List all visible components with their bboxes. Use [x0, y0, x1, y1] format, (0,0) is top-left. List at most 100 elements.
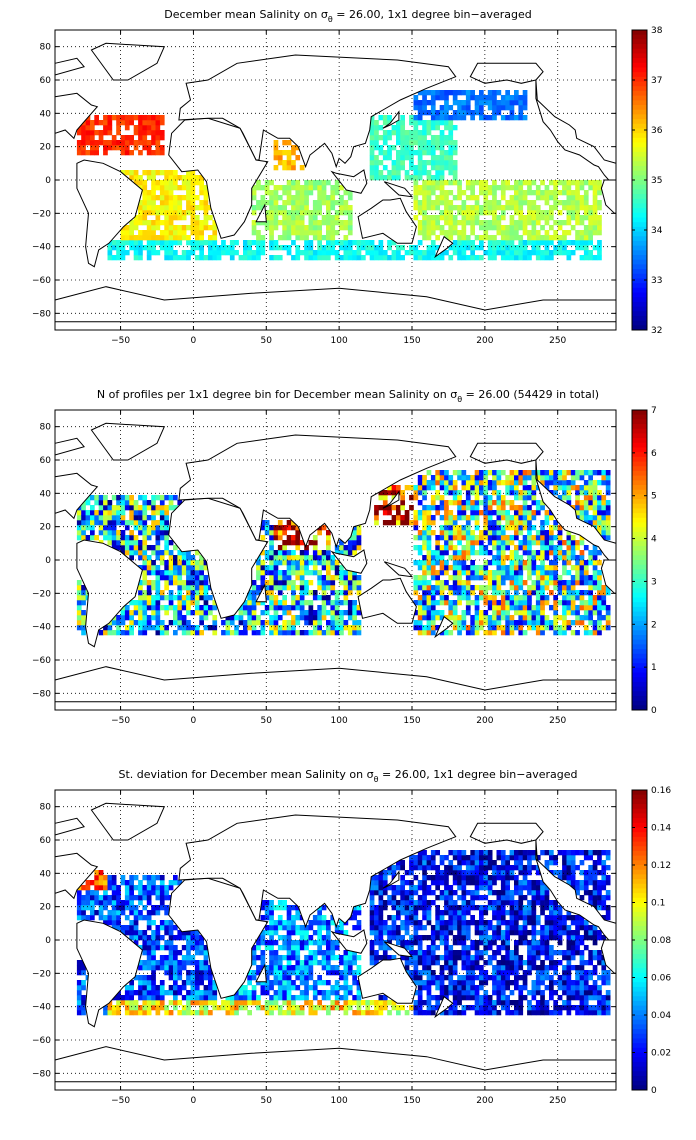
data-cell — [138, 585, 143, 591]
data-cell — [277, 625, 283, 631]
data-cell — [557, 190, 563, 196]
data-cell — [151, 955, 156, 961]
data-cell — [579, 575, 585, 581]
data-cell — [334, 560, 340, 566]
colorbar-swatch — [632, 137, 647, 143]
data-cell — [339, 625, 344, 631]
data-cell — [295, 570, 301, 576]
data-cell — [448, 125, 454, 131]
data-cell — [553, 475, 558, 481]
data-cell — [138, 220, 143, 226]
data-cell — [396, 150, 401, 156]
data-cell — [461, 480, 467, 486]
data-cell — [273, 555, 279, 561]
data-cell — [308, 925, 314, 931]
data-cell — [531, 225, 537, 231]
data-cell — [492, 110, 497, 116]
data-cell — [321, 600, 327, 606]
data-cell — [133, 1005, 139, 1011]
data-cell — [299, 205, 305, 211]
data-cell — [151, 180, 156, 186]
data-cell — [203, 200, 209, 206]
data-cell — [326, 550, 331, 556]
data-cell — [273, 215, 279, 221]
data-cell — [601, 530, 607, 536]
data-cell — [146, 920, 152, 926]
data-cell — [116, 995, 121, 1001]
data-cell — [570, 585, 576, 591]
data-cell — [203, 960, 209, 966]
data-cell — [199, 175, 204, 181]
colorbar-swatch — [632, 531, 647, 538]
data-cell — [356, 625, 362, 631]
data-cell — [527, 540, 532, 546]
data-cell — [291, 920, 296, 926]
data-cell — [173, 955, 178, 961]
data-cell — [168, 570, 174, 576]
data-cell — [479, 470, 484, 476]
data-cell — [500, 225, 506, 231]
data-cell — [452, 550, 458, 556]
data-cell — [98, 525, 104, 531]
data-cell — [382, 925, 388, 931]
data-cell — [317, 1000, 322, 1006]
data-cell — [452, 215, 458, 221]
data-cell — [514, 590, 519, 596]
data-cell — [347, 950, 353, 956]
data-cell — [269, 235, 274, 241]
data-cell — [522, 550, 528, 556]
data-cell — [588, 235, 593, 241]
data-cell — [308, 950, 314, 956]
colorbar-swatch — [632, 461, 647, 467]
data-cell — [553, 605, 558, 611]
data-cell — [76, 535, 82, 541]
data-cell — [304, 620, 309, 626]
data-cell — [155, 495, 161, 501]
data-cell — [518, 475, 524, 481]
data-cell — [282, 935, 287, 941]
data-cell — [557, 600, 563, 606]
data-cell — [422, 195, 427, 201]
data-cell — [444, 565, 449, 571]
data-cell — [159, 555, 165, 561]
data-cell — [273, 630, 279, 636]
data-cell — [312, 630, 318, 636]
data-cell — [435, 555, 440, 561]
data-cell — [199, 595, 204, 601]
colorbar-swatch — [632, 489, 647, 495]
data-cell — [212, 620, 218, 626]
data-cell — [535, 580, 541, 586]
data-cell — [509, 250, 515, 256]
data-cell — [124, 995, 130, 1001]
data-cell — [374, 1010, 379, 1016]
data-cell — [273, 920, 279, 926]
data-cell — [470, 505, 475, 511]
data-cell — [273, 995, 279, 1001]
data-cell — [474, 565, 480, 571]
data-cell — [544, 185, 550, 191]
data-cell — [531, 535, 537, 541]
data-cell — [540, 565, 545, 571]
data-cell — [505, 595, 510, 601]
data-cell — [413, 190, 419, 196]
data-cell — [326, 535, 331, 541]
data-cell — [142, 170, 148, 176]
data-cell — [142, 215, 148, 221]
data-cell — [146, 940, 152, 946]
data-cell — [369, 880, 375, 886]
data-cell — [400, 495, 405, 501]
data-cell — [120, 530, 126, 536]
data-cell — [116, 890, 121, 896]
data-cell — [553, 235, 558, 241]
data-cell — [583, 235, 589, 241]
data-cell — [356, 995, 362, 1001]
data-cell — [444, 470, 449, 476]
data-cell — [326, 250, 331, 256]
data-cell — [308, 190, 314, 196]
colorbar-swatch — [632, 311, 647, 317]
data-cell — [549, 620, 554, 626]
data-cell — [146, 585, 152, 591]
data-cell — [422, 160, 427, 166]
data-cell — [129, 895, 134, 901]
data-cell — [124, 125, 130, 131]
